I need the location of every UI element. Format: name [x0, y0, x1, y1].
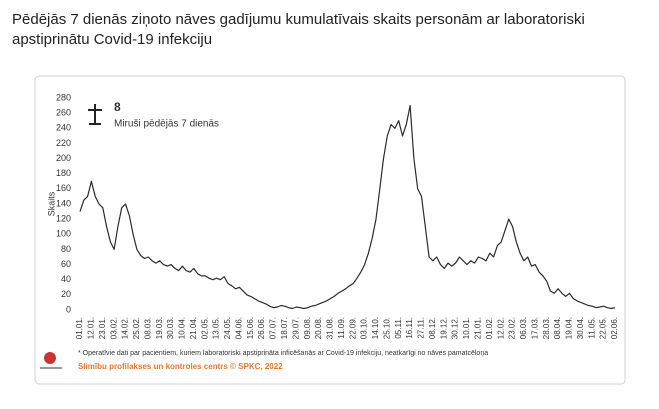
x-tick-label: 16.11.: [405, 317, 414, 339]
x-tick-label: 30.12.: [451, 317, 460, 339]
y-tick-label: 240: [56, 123, 71, 133]
x-tick-label: 29.07.: [291, 317, 300, 339]
y-tick-label: 40: [61, 274, 71, 284]
x-tick-label: 08.12.: [428, 317, 437, 339]
x-tick-label: 08.04.: [553, 317, 562, 339]
x-tick-label: 10.01.: [462, 317, 471, 339]
y-tick-label: 140: [56, 198, 71, 208]
chart-frame: [34, 75, 626, 385]
x-tick-label: 04.06.: [234, 317, 243, 339]
x-tick-label: 18.07.: [280, 317, 289, 339]
y-tick-label: 160: [56, 183, 71, 193]
x-tick-label: 12.01.: [86, 317, 95, 339]
x-tick-label: 19.12.: [439, 317, 448, 339]
x-tick-label: 01.01.: [75, 317, 84, 339]
x-tick-label: 07.07.: [269, 317, 278, 339]
y-tick-label: 200: [56, 153, 71, 163]
x-tick-label: 26.06.: [257, 317, 266, 339]
x-tick-label: 21.01.: [474, 317, 483, 339]
chart-title: Pēdējās 7 dienās ziņoto nāves gadījumu k…: [12, 11, 585, 48]
x-tick-label: 10.04.: [178, 317, 187, 339]
x-tick-label: 22.05.: [599, 317, 608, 339]
x-tick-label: 02.06.: [610, 317, 619, 339]
y-tick-label: 220: [56, 138, 71, 148]
y-axis-label: Skaits: [46, 191, 56, 216]
x-tick-label: 23.02.: [508, 317, 517, 339]
x-tick-label: 11.05.: [587, 317, 596, 339]
y-tick-label: 180: [56, 168, 71, 178]
data-line: [79, 105, 616, 310]
x-tick-label: 25.02.: [132, 317, 141, 339]
x-tick-label: 17.03.: [530, 317, 539, 339]
cross-icon: [88, 104, 102, 125]
annotation-label: Miruši pēdējās 7 dienās: [114, 119, 219, 130]
y-tick-label: 100: [56, 229, 71, 239]
x-tick-label: 25.10.: [382, 317, 391, 339]
y-tick-label: 120: [56, 214, 71, 224]
x-tick-label: 19.03.: [155, 317, 164, 339]
x-tick-label: 30.04.: [576, 317, 585, 339]
x-tick-label: 01.02.: [485, 317, 494, 339]
x-tick-label: 24.05.: [223, 317, 232, 339]
x-tick-label: 19.04.: [565, 317, 574, 339]
x-tick-label: 15.06.: [246, 317, 255, 339]
x-tick-label: 22.09.: [348, 317, 357, 339]
footnote: * Operatīvie dati par pacientiem, kuriem…: [78, 350, 488, 357]
x-tick-label: 23.01.: [98, 317, 107, 339]
logo: [40, 352, 62, 369]
x-tick-label: 03.10.: [360, 317, 369, 339]
x-tick-label: 13.05.: [212, 317, 221, 339]
y-tick-label: 80: [61, 244, 71, 254]
source: Slimību profilakses un kontroles centrs …: [78, 362, 283, 371]
y-tick-label: 260: [56, 108, 71, 118]
x-tick-label: 09.08.: [303, 317, 312, 339]
y-tick-label: 20: [61, 289, 71, 299]
x-tick-label: 31.08.: [326, 317, 335, 339]
annotation-value: 8: [114, 100, 121, 114]
x-tick-label: 06.03.: [519, 317, 528, 339]
y-tick-label: 0: [66, 304, 71, 314]
y-tick-label: 280: [56, 92, 71, 102]
y-tick-label: 60: [61, 259, 71, 269]
x-tick-label: 11.09.: [337, 317, 346, 339]
x-tick-label: 03.02.: [109, 317, 118, 339]
x-tick-label: 30.03.: [166, 317, 175, 339]
x-tick-label: 12.02.: [496, 317, 505, 339]
x-tick-label: 28.03.: [542, 317, 551, 339]
x-tick-label: 02.05.: [200, 317, 209, 339]
x-tick-label: 21.04.: [189, 317, 198, 339]
x-tick-label: 14.10.: [371, 317, 380, 339]
x-tick-label: 05.11.: [394, 317, 403, 339]
x-tick-label: 27.11.: [417, 317, 426, 339]
x-tick-label: 14.02.: [121, 317, 130, 339]
x-tick-label: 20.08.: [314, 317, 323, 339]
x-tick-label: 08.03.: [143, 317, 152, 339]
